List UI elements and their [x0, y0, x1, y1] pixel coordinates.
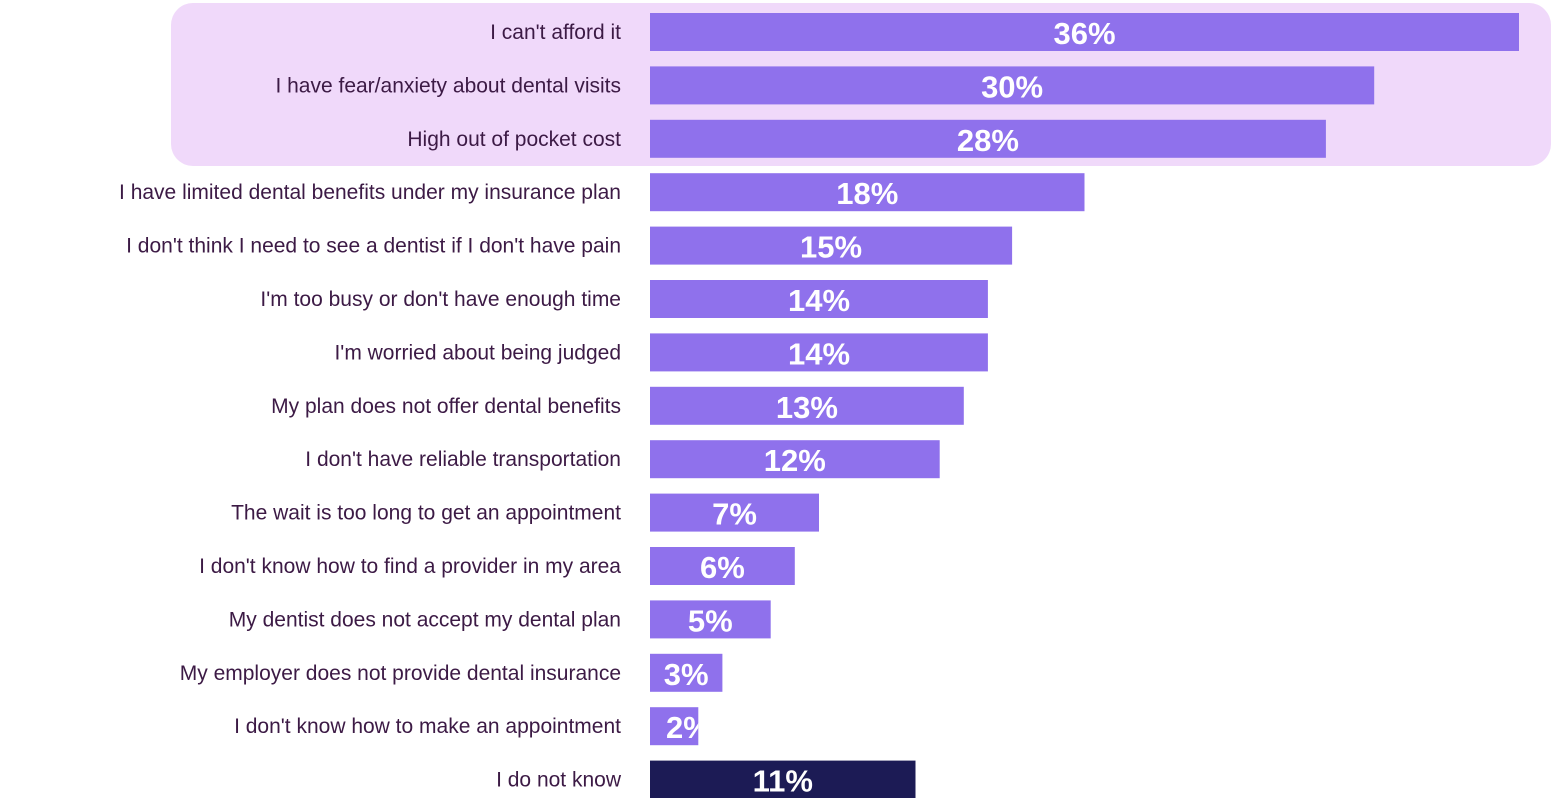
- category-label: I'm worried about being judged: [334, 341, 621, 364]
- category-label: I can't afford it: [490, 21, 621, 44]
- category-label: High out of pocket cost: [407, 128, 621, 151]
- bar: [650, 760, 916, 798]
- category-label: My dentist does not accept my dental pla…: [229, 608, 621, 631]
- bar: [650, 440, 940, 479]
- bar: [650, 600, 771, 639]
- bar: [650, 13, 1519, 51]
- category-label: I have limited dental benefits under my …: [119, 181, 621, 204]
- value-label: 5%: [688, 603, 733, 638]
- bar: [650, 280, 988, 318]
- category-label: I don't think I need to see a dentist if…: [126, 235, 621, 258]
- bar: [650, 547, 795, 585]
- category-label: I do not know: [496, 769, 622, 792]
- category-label: I don't know how to find a provider in m…: [199, 555, 621, 578]
- bar: [650, 653, 723, 692]
- value-label: 6%: [700, 550, 745, 585]
- value-label: 15%: [800, 230, 862, 265]
- value-label: 12%: [764, 443, 826, 478]
- category-label: My employer does not provide dental insu…: [180, 662, 621, 685]
- value-label: 11%: [753, 764, 813, 798]
- value-label: 7%: [712, 497, 757, 532]
- value-label: 3%: [664, 657, 709, 692]
- value-label: 13%: [776, 390, 838, 425]
- value-label: 2%: [666, 710, 711, 745]
- value-label: 30%: [981, 69, 1043, 104]
- bar: [650, 119, 1326, 158]
- category-label: I don't have reliable transportation: [305, 448, 621, 471]
- category-label: I have fear/anxiety about dental visits: [275, 74, 621, 97]
- bar: [650, 333, 988, 372]
- bar: [650, 66, 1375, 105]
- category-label: I'm too busy or don't have enough time: [260, 288, 621, 311]
- bars: I can't afford it 36% I have fear/anxiety …: [119, 13, 1519, 798]
- value-label: 14%: [788, 336, 850, 371]
- value-label: 14%: [788, 283, 850, 318]
- bar: [650, 386, 964, 425]
- value-label: 18%: [836, 176, 898, 211]
- category-label: I don't know how to make an appointment: [234, 715, 621, 738]
- bar: [650, 173, 1085, 212]
- bar: [650, 707, 699, 746]
- category-label: My plan does not offer dental benefits: [271, 395, 621, 418]
- category-label: The wait is too long to get an appointme…: [231, 502, 621, 525]
- value-label: 36%: [1053, 16, 1115, 51]
- value-label: 28%: [957, 123, 1019, 158]
- bar: [650, 226, 1013, 265]
- bar: [650, 493, 819, 532]
